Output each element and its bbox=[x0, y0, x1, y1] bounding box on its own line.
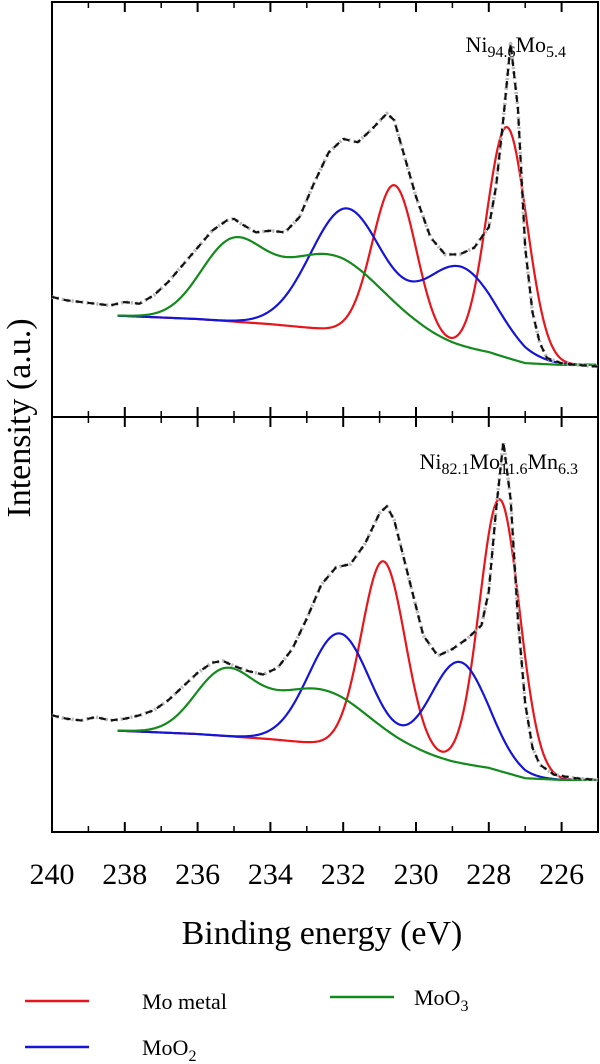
legend-label: MoO2 bbox=[142, 1035, 196, 1064]
legend-label-text: MoO bbox=[414, 985, 460, 1010]
series-moo3 bbox=[117, 235, 597, 367]
series-moo2 bbox=[117, 207, 597, 366]
x-tick-label: 226 bbox=[539, 858, 584, 891]
x-tick-label: 236 bbox=[175, 858, 220, 891]
x-axis-label: Binding energy (eV) bbox=[182, 915, 463, 952]
legend-label: Mo metal bbox=[142, 989, 227, 1014]
panel-1: Ni94.6Mo5.4 bbox=[51, 1, 599, 418]
x-tick-label: 228 bbox=[466, 858, 511, 891]
legend-label: MoO3 bbox=[414, 985, 468, 1015]
x-tick-label: 238 bbox=[102, 858, 147, 891]
label-element: Ni bbox=[419, 449, 441, 474]
legend-item: Mo metal bbox=[25, 989, 227, 1014]
x-tick-label: 240 bbox=[30, 858, 75, 891]
x-tick-label: 230 bbox=[394, 858, 439, 891]
label-element: Mo bbox=[515, 32, 546, 57]
label-subscript: 6.3 bbox=[558, 461, 578, 478]
legend-label-text: MoO bbox=[142, 1035, 188, 1060]
legend-label-subscript: 2 bbox=[188, 1048, 196, 1064]
panel-2: Ni82.1Mo11.6Mn6.3 bbox=[51, 416, 599, 833]
label-element: Mo bbox=[469, 449, 500, 474]
label-subscript: 11.6 bbox=[500, 461, 527, 478]
series-raw-data bbox=[51, 42, 599, 368]
label-subscript: 94.6 bbox=[487, 44, 515, 61]
series-moo2 bbox=[117, 632, 597, 782]
legend-item: MoO3 bbox=[330, 985, 468, 1015]
series-mo-metal bbox=[117, 498, 597, 782]
series-moo3 bbox=[117, 666, 597, 782]
label-element: Ni bbox=[465, 32, 487, 57]
panel-frame bbox=[51, 416, 599, 833]
axis-layer: 240 238 236 234 232 230 228 226 Binding energy (… bbox=[1, 318, 584, 952]
legend-label-text: Mo metal bbox=[142, 989, 227, 1014]
panel-label: Ni82.1Mo11.6Mn6.3 bbox=[419, 449, 578, 478]
series-fit-envelope bbox=[51, 41, 599, 369]
label-subscript: 5.4 bbox=[546, 44, 566, 61]
series-fit-envelope bbox=[51, 439, 599, 782]
series-mo-metal bbox=[117, 125, 597, 367]
panel-label: Ni94.6Mo5.4 bbox=[465, 32, 566, 61]
legend-label-subscript: 3 bbox=[460, 998, 468, 1015]
x-tick-label: 232 bbox=[321, 858, 366, 891]
label-subscript: 82.1 bbox=[441, 461, 469, 478]
label-element: Mn bbox=[527, 449, 558, 474]
legend-item: MoO2 bbox=[25, 1035, 196, 1064]
x-tick-label: 234 bbox=[248, 858, 293, 891]
y-axis-label: Intensity (a.u.) bbox=[1, 318, 38, 517]
panel-frame bbox=[51, 1, 599, 418]
series-raw-data bbox=[51, 440, 599, 782]
